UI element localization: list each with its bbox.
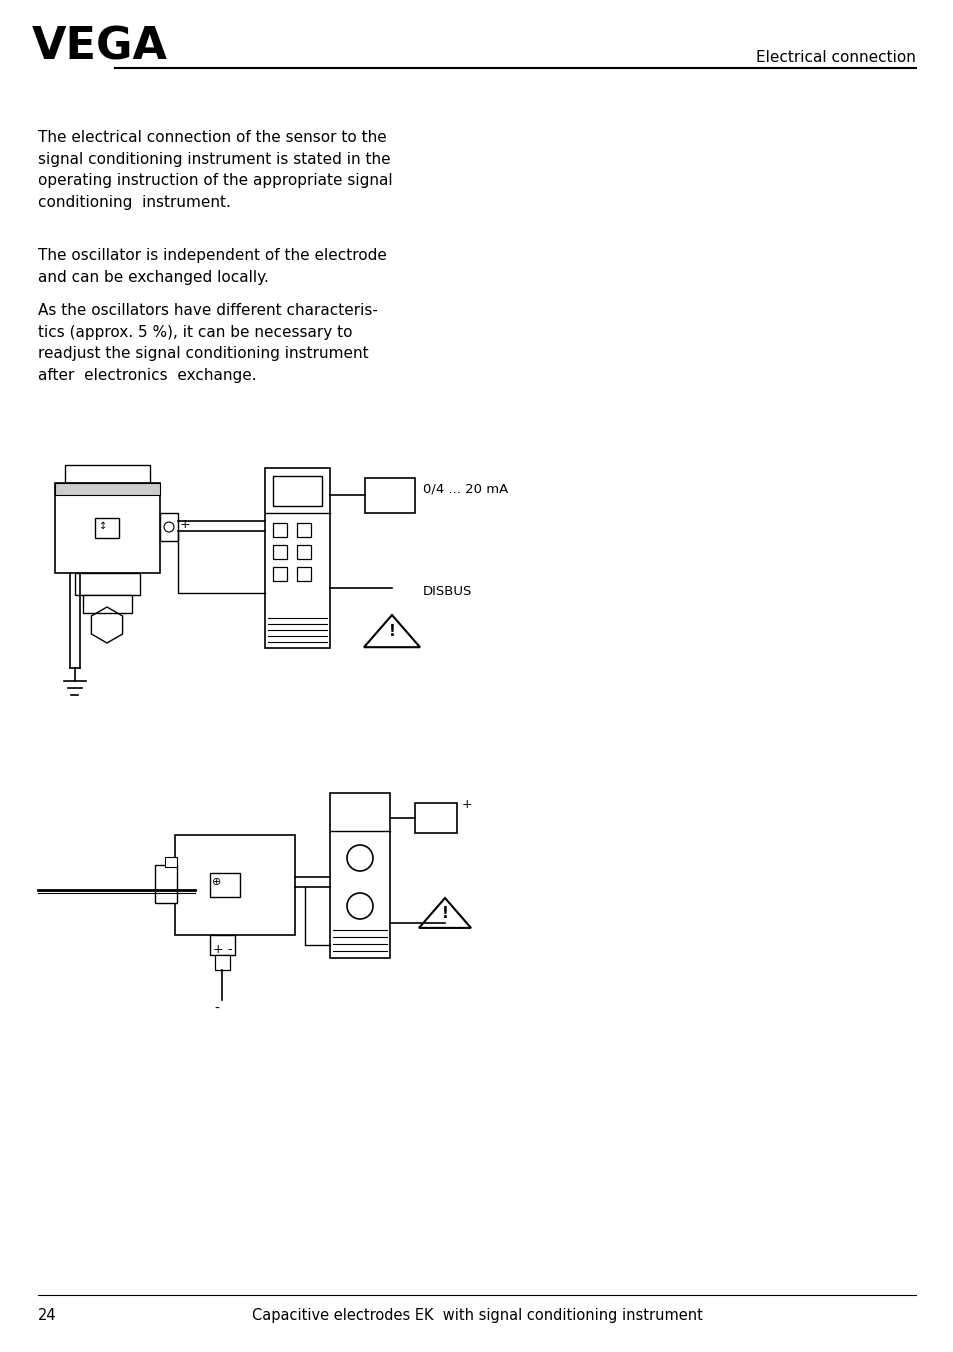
- Text: The oscillator is independent of the electrode
and can be exchanged locally.: The oscillator is independent of the ele…: [38, 247, 387, 285]
- Text: As the oscillators have different characteris-
tics (approx. 5 %), it can be nec: As the oscillators have different charac…: [38, 303, 377, 383]
- Bar: [95, 518, 119, 538]
- Text: -: -: [227, 942, 232, 956]
- Text: +: +: [180, 518, 191, 531]
- Bar: [265, 468, 330, 648]
- Text: 0/4 ... 20 mA: 0/4 ... 20 mA: [422, 483, 508, 496]
- Bar: [365, 479, 415, 512]
- Text: -: -: [214, 1002, 219, 1015]
- Bar: [210, 873, 240, 896]
- Bar: [273, 476, 322, 506]
- Text: ⊕: ⊕: [212, 877, 221, 887]
- Text: !: !: [441, 906, 448, 921]
- Bar: [296, 566, 311, 581]
- Bar: [415, 803, 456, 833]
- Bar: [75, 573, 140, 595]
- Bar: [160, 512, 178, 541]
- Bar: [55, 483, 160, 573]
- Bar: [273, 523, 287, 537]
- Bar: [83, 595, 132, 612]
- Bar: [296, 545, 311, 558]
- Text: ↕: ↕: [99, 521, 107, 531]
- Bar: [296, 523, 311, 537]
- Bar: [273, 545, 287, 558]
- Bar: [55, 483, 160, 495]
- Bar: [214, 955, 230, 969]
- Bar: [65, 465, 150, 483]
- Bar: [210, 936, 234, 955]
- Text: Electrical connection: Electrical connection: [756, 50, 915, 65]
- Text: !: !: [388, 625, 395, 639]
- Text: +: +: [213, 942, 223, 956]
- Text: 24: 24: [38, 1307, 56, 1324]
- Text: Capacitive electrodes EK  with signal conditioning instrument: Capacitive electrodes EK with signal con…: [252, 1307, 701, 1324]
- Bar: [273, 566, 287, 581]
- Text: The electrical connection of the sensor to the
signal conditioning instrument is: The electrical connection of the sensor …: [38, 130, 393, 210]
- Text: DISBUS: DISBUS: [422, 585, 472, 598]
- Bar: [154, 865, 177, 903]
- Text: +: +: [461, 798, 472, 811]
- Bar: [330, 794, 390, 959]
- Bar: [165, 857, 177, 867]
- Bar: [174, 836, 294, 936]
- Text: VEGA: VEGA: [32, 24, 168, 68]
